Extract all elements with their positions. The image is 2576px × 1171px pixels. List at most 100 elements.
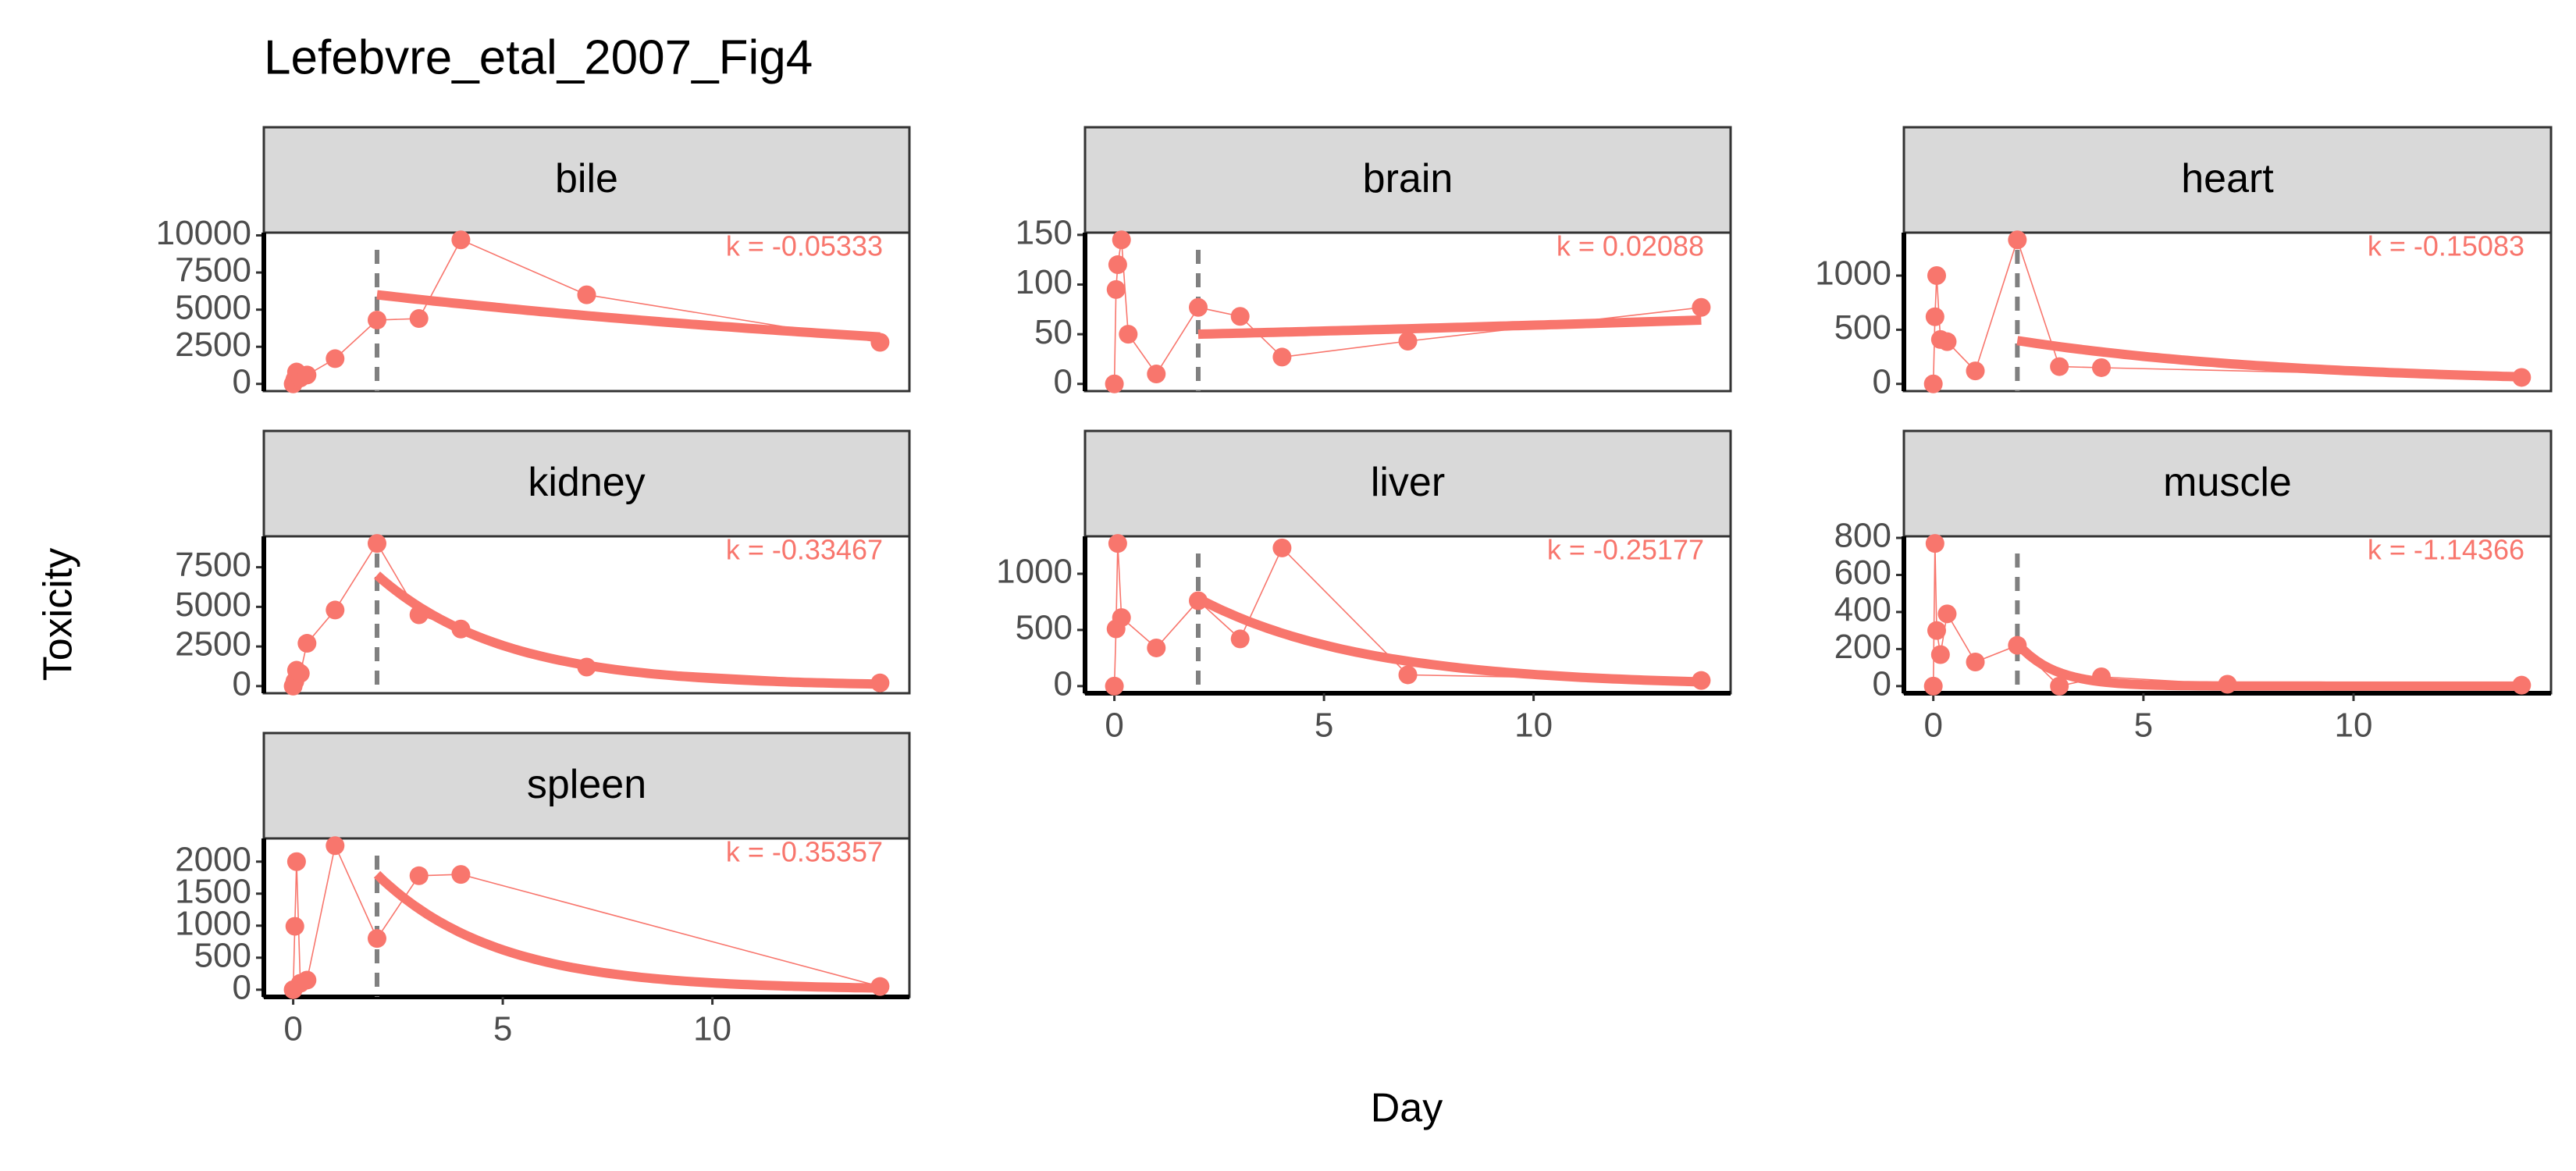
data-point [290,664,310,683]
y-tick-label: 150 [1016,213,1073,251]
data-point [409,309,429,329]
data-point [1188,591,1208,610]
y-tick-label: 600 [1834,553,1891,592]
data-point [367,534,386,553]
facet-strip [1902,429,2553,538]
data-point [870,333,890,352]
y-tick-label: 0 [1054,362,1073,400]
facet-strip [262,126,911,234]
data-point [1692,671,1711,690]
data-point [1930,645,1950,664]
data-point [451,865,471,884]
y-tick-label: 500 [1834,308,1891,347]
y-tick-label: 0 [1873,362,1891,400]
data-point [2050,357,2069,376]
data-point [1230,307,1250,326]
facet-strip [1902,126,2553,234]
data-point [1105,374,1124,393]
facet-label: kidney [528,460,645,505]
y-tick-label: 800 [1834,517,1891,555]
facet-label: heart [2181,156,2274,201]
facet-label: liver [1371,460,1445,505]
data-point [577,657,596,677]
y-tick-label: 10000 [156,214,251,252]
data-point [1112,230,1131,250]
fit-curve [376,290,881,342]
x-tick-label: 0 [1923,707,1942,745]
data-point [2218,674,2237,694]
data-point [1927,266,1946,286]
y-tick-label: 0 [1873,664,1891,703]
y-tick-label: 2500 [175,326,251,364]
data-point [1925,307,1944,326]
data-point [367,929,386,949]
fit-curve [1197,315,1702,340]
x-tick-label: 5 [1315,707,1333,745]
data-point [870,673,890,692]
x-tick-label: 0 [1105,707,1123,745]
data-point [2008,635,2027,655]
x-tick-label: 0 [283,1010,302,1048]
k-annotation: k = -0.05333 [726,230,883,262]
facet-label: bile [555,156,618,201]
data-point [367,310,386,329]
y-tick-label: 5000 [175,288,251,326]
data-point [870,977,890,996]
data-point [451,619,471,639]
data-point [1106,279,1126,299]
y-tick-label: 7500 [175,251,251,290]
data-point [1105,676,1124,696]
chart-title: Lefebvre_etal_2007_Fig4 [264,30,813,84]
y-tick-label: 0 [1054,664,1073,703]
y-tick-label: 0 [233,664,251,703]
y-tick-label: 0 [233,362,251,400]
data-line [292,843,881,990]
data-point [2512,368,2532,387]
data-line [1113,543,1702,686]
data-point [1925,534,1944,553]
facet-label: muscle [2163,460,2292,505]
data-point [1272,347,1292,367]
y-tick-label: 1000 [1815,254,1891,293]
data-point [297,634,317,653]
facet-label: spleen [527,762,646,807]
y-tick-label: 100 [1016,263,1073,301]
k-annotation: k = -0.15083 [2368,230,2524,262]
data-point [451,230,471,250]
fit-curve [373,870,881,993]
data-point [297,365,317,385]
k-annotation: k = -1.14366 [2368,534,2524,566]
y-tick-label: 5000 [175,586,251,624]
data-point [2092,667,2112,686]
x-tick-label: 10 [2335,707,2373,745]
data-point [1937,332,1957,351]
y-axis-label: Toxicity [36,548,81,681]
data-point [286,852,306,871]
data-point [297,970,317,990]
facet-strip [1083,429,1732,538]
data-point [326,349,345,368]
data-point [326,600,345,620]
data-point [2008,230,2027,250]
data-point [2512,675,2532,695]
data-point [1923,374,1943,393]
data-point [285,917,304,936]
facet-strip [1083,126,1732,234]
data-point [1272,538,1292,557]
x-tick-label: 5 [2134,707,2153,745]
x-axis-label: Day [1371,1086,1443,1131]
data-point [1966,361,1985,381]
y-tick-label: 2000 [175,840,251,878]
facet-strip [262,731,911,840]
data-point [1937,604,1957,624]
k-annotation: k = -0.25177 [1547,534,1704,566]
k-annotation: k = 0.02088 [1557,230,1704,262]
data-point [1112,608,1131,628]
y-tick-label: 7500 [175,546,251,584]
data-point [1230,629,1250,649]
k-annotation: k = -0.33467 [726,534,883,566]
y-tick-label: 200 [1834,628,1891,666]
y-tick-label: 50 [1034,313,1073,351]
data-line [1932,237,2522,384]
